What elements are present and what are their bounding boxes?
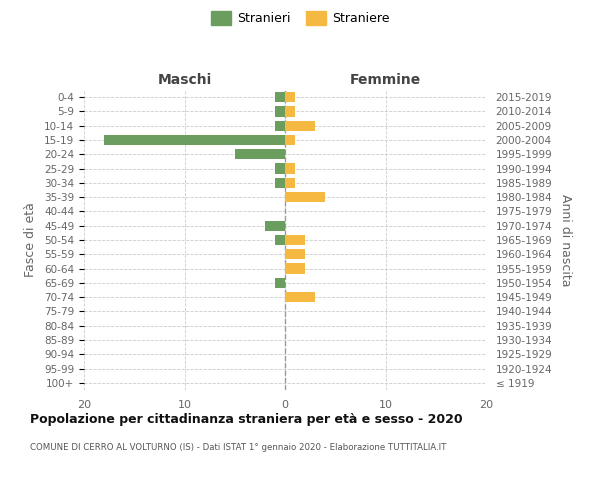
Bar [285, 249, 305, 260]
Bar [285, 120, 315, 131]
Bar [275, 178, 285, 188]
Bar [275, 164, 285, 173]
Bar [265, 220, 285, 231]
Y-axis label: Fasce di età: Fasce di età [24, 202, 37, 278]
Text: Popolazione per cittadinanza straniera per età e sesso - 2020: Popolazione per cittadinanza straniera p… [30, 412, 463, 426]
Text: Maschi: Maschi [157, 73, 212, 87]
Bar [275, 278, 285, 288]
Bar [285, 106, 295, 117]
Bar [104, 135, 285, 145]
Bar [285, 192, 325, 202]
Bar [235, 149, 285, 160]
Bar [285, 135, 295, 145]
Bar [275, 106, 285, 117]
Bar [285, 235, 305, 245]
Bar [285, 164, 295, 173]
Bar [285, 264, 305, 274]
Text: COMUNE DI CERRO AL VOLTURNO (IS) - Dati ISTAT 1° gennaio 2020 - Elaborazione TUT: COMUNE DI CERRO AL VOLTURNO (IS) - Dati … [30, 442, 446, 452]
Bar [275, 92, 285, 102]
Text: Femmine: Femmine [350, 73, 421, 87]
Y-axis label: Anni di nascita: Anni di nascita [559, 194, 572, 286]
Bar [285, 292, 315, 302]
Bar [285, 92, 295, 102]
Legend: Stranieri, Straniere: Stranieri, Straniere [208, 8, 392, 28]
Bar [275, 235, 285, 245]
Bar [275, 120, 285, 131]
Bar [285, 178, 295, 188]
